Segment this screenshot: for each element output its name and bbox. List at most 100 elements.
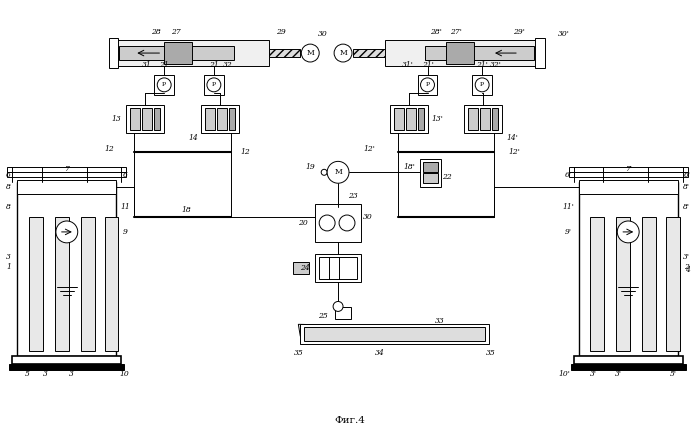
Bar	[568, 172, 688, 177]
Text: 23: 23	[348, 192, 358, 200]
Text: 30: 30	[318, 30, 328, 38]
Bar	[304, 327, 485, 341]
Circle shape	[327, 161, 349, 183]
Text: 14: 14	[188, 134, 198, 142]
Text: 21: 21	[160, 61, 169, 69]
Bar	[423, 173, 438, 183]
Text: 21: 21	[209, 61, 218, 69]
Bar	[9, 364, 125, 370]
Circle shape	[319, 215, 335, 231]
Text: 3': 3'	[615, 370, 622, 378]
Text: 30: 30	[363, 213, 373, 221]
Bar	[7, 167, 127, 172]
Bar	[319, 257, 357, 279]
Bar	[293, 262, 309, 274]
Bar	[204, 75, 224, 95]
Bar	[127, 105, 164, 132]
Text: 21': 21'	[476, 61, 488, 69]
Text: 12': 12'	[508, 149, 520, 156]
Bar	[423, 163, 438, 172]
Polygon shape	[618, 274, 638, 284]
Bar	[419, 160, 442, 187]
Text: 27': 27'	[450, 28, 462, 36]
Text: 18: 18	[181, 206, 191, 214]
Bar	[568, 167, 688, 172]
Bar	[464, 105, 502, 132]
Text: 29: 29	[276, 28, 286, 36]
Bar	[201, 105, 239, 132]
Text: 9: 9	[123, 228, 128, 236]
Bar	[55, 217, 69, 351]
Circle shape	[421, 78, 435, 92]
Text: 32: 32	[223, 61, 232, 69]
Circle shape	[56, 221, 78, 243]
Text: 12: 12	[241, 149, 251, 156]
Circle shape	[475, 78, 489, 92]
Bar	[154, 75, 174, 95]
Text: 30': 30'	[558, 30, 570, 38]
Bar	[115, 40, 269, 66]
Text: 31': 31'	[402, 61, 414, 69]
Text: 6: 6	[123, 171, 128, 179]
Bar	[142, 108, 153, 129]
Circle shape	[158, 78, 171, 92]
Text: P: P	[162, 82, 167, 87]
Bar	[164, 42, 192, 64]
Text: P: P	[480, 82, 484, 87]
Text: 32': 32'	[490, 61, 502, 69]
Circle shape	[333, 302, 343, 312]
Bar	[573, 356, 683, 364]
Bar	[7, 172, 127, 177]
Text: 31: 31	[141, 61, 151, 69]
Text: 8: 8	[6, 183, 10, 191]
Bar	[473, 75, 492, 95]
Bar	[335, 308, 351, 319]
Bar	[300, 324, 489, 344]
Polygon shape	[57, 274, 77, 284]
Circle shape	[334, 44, 352, 62]
Text: 28': 28'	[430, 28, 442, 36]
Text: 25: 25	[318, 312, 328, 320]
Text: 22: 22	[442, 173, 452, 181]
Bar	[205, 108, 215, 129]
Text: 27: 27	[172, 28, 181, 36]
Text: 11: 11	[120, 203, 130, 211]
Polygon shape	[298, 324, 489, 341]
Bar	[269, 49, 300, 57]
Circle shape	[207, 78, 220, 92]
Bar	[17, 180, 116, 194]
Bar	[666, 217, 680, 351]
Text: 6': 6'	[683, 171, 690, 179]
Bar	[104, 217, 118, 351]
Bar	[591, 217, 604, 351]
Text: 9': 9'	[565, 228, 572, 236]
Bar	[405, 108, 416, 129]
Text: M: M	[334, 168, 342, 176]
Bar	[229, 108, 234, 129]
Bar	[17, 182, 116, 356]
Bar	[315, 204, 361, 242]
Text: 28: 28	[151, 28, 161, 36]
Text: 6: 6	[6, 171, 10, 179]
Text: 8: 8	[6, 203, 10, 211]
Bar	[29, 217, 43, 351]
Text: 8': 8'	[683, 183, 690, 191]
Bar	[315, 254, 361, 281]
Text: 3: 3	[69, 370, 74, 378]
Text: 29': 29'	[513, 28, 525, 36]
Bar	[385, 40, 539, 66]
Bar	[108, 38, 118, 68]
Bar	[154, 108, 160, 129]
Text: 5': 5'	[669, 370, 676, 378]
Text: Фиг.4: Фиг.4	[335, 416, 365, 425]
Text: 2: 2	[685, 263, 690, 271]
Text: 12': 12'	[364, 146, 376, 153]
Bar	[120, 46, 234, 60]
Text: 13: 13	[111, 114, 121, 123]
Text: 6': 6'	[565, 171, 572, 179]
Text: 1: 1	[7, 263, 12, 271]
Text: 20: 20	[298, 219, 308, 227]
Bar	[393, 108, 404, 129]
Bar	[80, 217, 94, 351]
Bar	[570, 364, 686, 370]
